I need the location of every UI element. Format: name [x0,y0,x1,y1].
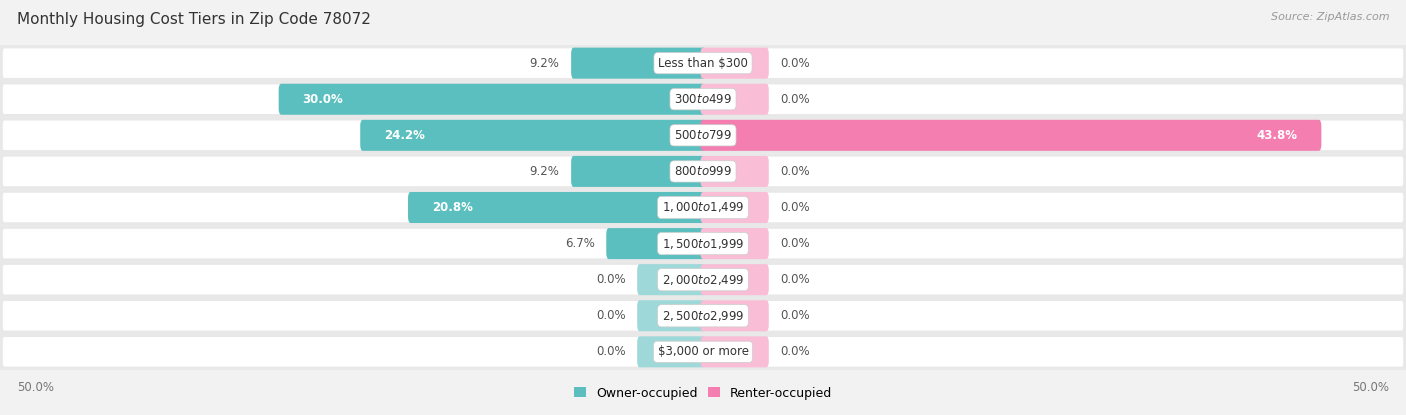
Text: 0.0%: 0.0% [780,57,810,70]
FancyBboxPatch shape [3,84,1403,114]
Text: 20.8%: 20.8% [432,201,472,214]
FancyBboxPatch shape [700,192,769,223]
FancyBboxPatch shape [278,84,706,115]
FancyBboxPatch shape [3,120,1403,150]
Text: Source: ZipAtlas.com: Source: ZipAtlas.com [1271,12,1389,22]
FancyBboxPatch shape [0,81,1406,117]
Text: 0.0%: 0.0% [780,93,810,106]
FancyBboxPatch shape [0,190,1406,225]
Legend: Owner-occupied, Renter-occupied: Owner-occupied, Renter-occupied [568,382,838,405]
FancyBboxPatch shape [637,264,706,295]
FancyBboxPatch shape [700,84,769,115]
FancyBboxPatch shape [3,265,1403,295]
FancyBboxPatch shape [3,229,1403,259]
Text: $300 to $499: $300 to $499 [673,93,733,106]
FancyBboxPatch shape [0,154,1406,190]
FancyBboxPatch shape [700,336,769,367]
Text: 0.0%: 0.0% [596,345,626,358]
Text: 50.0%: 50.0% [17,381,53,394]
FancyBboxPatch shape [700,156,769,187]
Text: 0.0%: 0.0% [780,201,810,214]
FancyBboxPatch shape [700,300,769,331]
FancyBboxPatch shape [571,156,706,187]
FancyBboxPatch shape [637,336,706,367]
FancyBboxPatch shape [3,337,1403,366]
FancyBboxPatch shape [571,48,706,79]
Text: 0.0%: 0.0% [596,309,626,322]
Text: 0.0%: 0.0% [780,309,810,322]
FancyBboxPatch shape [700,264,769,295]
FancyBboxPatch shape [700,48,769,79]
FancyBboxPatch shape [3,49,1403,78]
FancyBboxPatch shape [0,45,1406,81]
Text: Less than $300: Less than $300 [658,57,748,70]
Text: Monthly Housing Cost Tiers in Zip Code 78072: Monthly Housing Cost Tiers in Zip Code 7… [17,12,371,27]
Text: 9.2%: 9.2% [530,165,560,178]
FancyBboxPatch shape [0,298,1406,334]
Text: 50.0%: 50.0% [1353,381,1389,394]
FancyBboxPatch shape [0,117,1406,154]
FancyBboxPatch shape [606,228,706,259]
Text: $2,500 to $2,999: $2,500 to $2,999 [662,309,744,323]
FancyBboxPatch shape [0,225,1406,261]
FancyBboxPatch shape [408,192,706,223]
FancyBboxPatch shape [0,334,1406,370]
Text: $800 to $999: $800 to $999 [673,165,733,178]
FancyBboxPatch shape [3,156,1403,186]
Text: $1,000 to $1,499: $1,000 to $1,499 [662,200,744,215]
FancyBboxPatch shape [700,120,1322,151]
FancyBboxPatch shape [637,300,706,331]
Text: $1,500 to $1,999: $1,500 to $1,999 [662,237,744,251]
Text: 0.0%: 0.0% [780,273,810,286]
FancyBboxPatch shape [700,228,769,259]
Text: $3,000 or more: $3,000 or more [658,345,748,358]
Text: 24.2%: 24.2% [384,129,425,142]
FancyBboxPatch shape [3,193,1403,222]
FancyBboxPatch shape [0,261,1406,298]
Text: 0.0%: 0.0% [780,237,810,250]
Text: 0.0%: 0.0% [780,345,810,358]
Text: 0.0%: 0.0% [780,165,810,178]
Text: 0.0%: 0.0% [596,273,626,286]
Text: 6.7%: 6.7% [565,237,595,250]
Text: 9.2%: 9.2% [530,57,560,70]
Text: 43.8%: 43.8% [1257,129,1298,142]
FancyBboxPatch shape [3,301,1403,331]
Text: 30.0%: 30.0% [302,93,343,106]
Text: $2,000 to $2,499: $2,000 to $2,499 [662,273,744,287]
FancyBboxPatch shape [360,120,706,151]
Text: $500 to $799: $500 to $799 [673,129,733,142]
